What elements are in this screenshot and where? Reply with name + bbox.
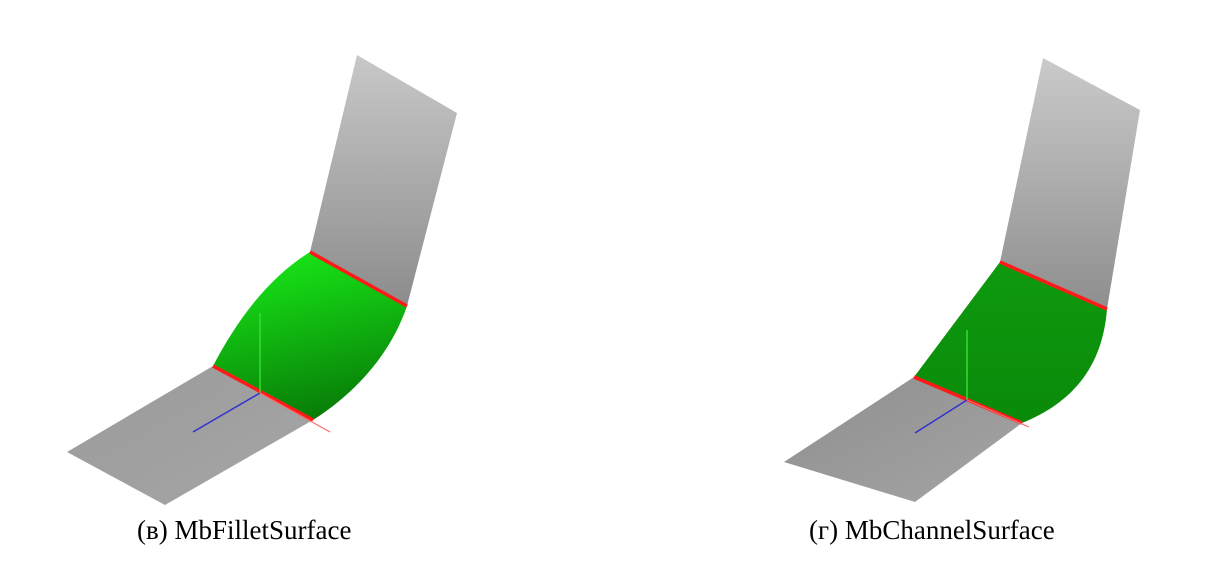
upper-boundary-curve [309, 250, 408, 308]
axis-z [192, 392, 261, 433]
axis-x [966, 399, 1030, 428]
caption-name: MbChannelSurface [844, 515, 1055, 545]
upper-boundary-curve [999, 260, 1108, 311]
upper-plane [1000, 58, 1140, 309]
channel-surface-render [784, 58, 1140, 502]
figure-fillet-surface: (в) MbFilletSurface [67, 55, 457, 547]
fillet-surface-render [67, 55, 457, 505]
axis-z [914, 399, 968, 434]
caption-name: MbFilletSurface [174, 515, 352, 545]
caption-label: (в) [137, 515, 168, 545]
caption-fillet: (в) MbFilletSurface [137, 513, 351, 547]
caption-label: (г) [809, 515, 839, 545]
lower-boundary-curve [212, 364, 314, 422]
axis-x [259, 392, 331, 433]
figure-channel-surface: (г) MbChannelSurface [609, 0, 1218, 564]
channel-blend-surface [914, 262, 1107, 423]
upper-plane [310, 55, 457, 306]
fillet-blend-surface [213, 252, 407, 420]
lower-plane [784, 377, 1022, 502]
caption-channel: (г) MbChannelSurface [809, 513, 1055, 547]
lower-plane [67, 366, 313, 505]
